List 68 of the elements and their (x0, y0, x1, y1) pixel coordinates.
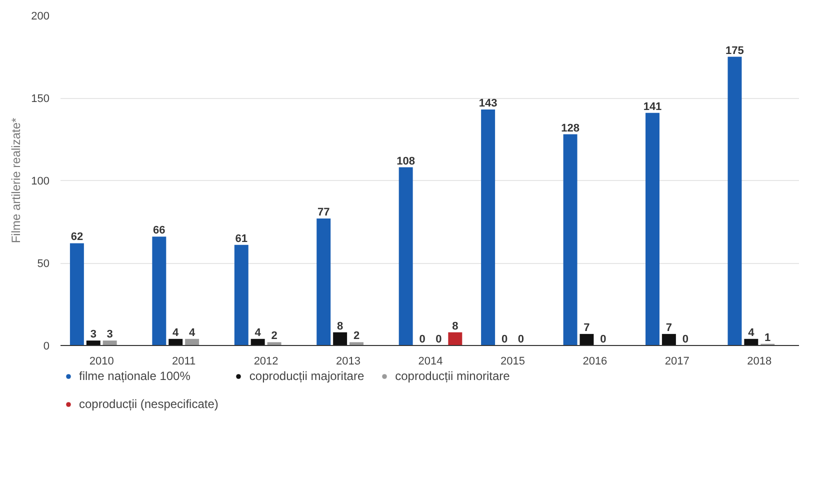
bar (728, 56, 742, 346)
data-label: 0 (518, 334, 524, 346)
bar (152, 236, 166, 346)
data-label: 1 (764, 332, 771, 344)
x-tick-label: 2016 (582, 356, 608, 368)
legend-label: coproducții (nespecificate) (79, 397, 218, 411)
bar (168, 338, 183, 346)
data-label: 77 (317, 206, 330, 218)
bar (86, 340, 100, 346)
y-tick-label: 200 (31, 10, 50, 22)
bar (70, 243, 84, 346)
data-label: 128 (561, 122, 580, 134)
y-tick-label: 150 (31, 93, 50, 105)
bar (662, 334, 676, 346)
bar (316, 218, 331, 346)
bar (333, 332, 348, 346)
bar (350, 342, 364, 346)
bar (185, 338, 200, 346)
x-tick-label: 2015 (500, 356, 525, 368)
x-tick-label: 2013 (336, 356, 361, 368)
data-label: 2 (353, 330, 360, 342)
bar (646, 112, 660, 346)
x-tick-label: 2012 (254, 356, 278, 368)
data-label: 62 (70, 231, 84, 244)
bar (267, 342, 282, 346)
bar (398, 167, 413, 346)
bar (448, 332, 462, 346)
data-label: 0 (682, 334, 688, 346)
bar (250, 338, 265, 346)
data-label: 4 (172, 326, 180, 339)
x-tick-label: 2010 (89, 356, 114, 368)
bar (744, 338, 758, 346)
data-label: 0 (436, 334, 442, 346)
data-label: 175 (726, 44, 744, 57)
bar (102, 340, 117, 346)
x-tick-label: 2018 (747, 356, 772, 368)
y-axis-title: Filme artilerie realizate* (9, 117, 24, 244)
data-label: 2 (271, 330, 278, 342)
x-tick-label: 2014 (418, 356, 443, 368)
legend-label: coproducții majoritare (249, 369, 364, 383)
data-label: 4 (188, 326, 196, 339)
x-tick-label: 2017 (664, 356, 690, 368)
data-label: 141 (643, 100, 662, 113)
bar (580, 334, 594, 346)
data-label: 0 (419, 334, 426, 346)
x-tick-label: 2011 (172, 356, 196, 368)
data-label: 66 (153, 224, 166, 237)
y-tick-label: 0 (43, 340, 50, 352)
data-label: 108 (396, 155, 416, 168)
data-label: 7 (584, 322, 590, 334)
data-label: 3 (90, 328, 96, 341)
data-label: 0 (501, 334, 508, 346)
legend-label: coproducții minoritare (395, 369, 510, 383)
data-label: 61 (235, 232, 248, 245)
data-label: 4 (748, 326, 756, 339)
data-label: 3 (106, 328, 113, 341)
bar (481, 110, 496, 346)
data-label: 0 (600, 334, 606, 346)
bar (563, 134, 578, 346)
y-tick-label: 100 (31, 176, 50, 188)
data-label: 143 (478, 98, 498, 110)
y-tick-label: 50 (37, 258, 50, 270)
legend-label: filme naționale 100% (79, 369, 190, 383)
data-label: 4 (254, 326, 262, 339)
data-label: 8 (336, 320, 344, 332)
bar (234, 244, 248, 346)
data-label: 7 (666, 322, 672, 334)
data-label: 8 (452, 320, 458, 332)
